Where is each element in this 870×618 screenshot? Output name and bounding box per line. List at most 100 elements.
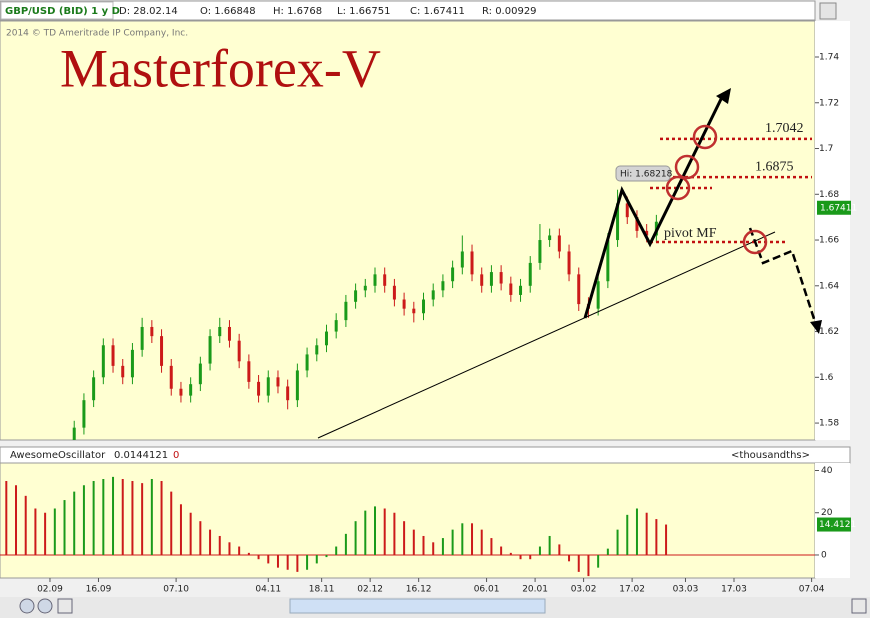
x-tick-label: 04.11 — [255, 585, 281, 595]
copyright: 2014 © TD Ameritrade IP Company, Inc. — [6, 29, 188, 39]
arrow-head — [716, 88, 731, 104]
scroll-end[interactable] — [851, 598, 867, 614]
candle-body — [266, 377, 270, 396]
candle-body — [72, 427, 76, 440]
forecast-arrow — [748, 227, 818, 326]
candle-body — [625, 203, 629, 218]
candle-body — [577, 274, 581, 305]
x-tick-label: 07.10 — [163, 585, 189, 595]
candle-body — [528, 262, 532, 286]
level-label: 1.7042 — [765, 121, 804, 136]
y-tick-label: 1.62 — [819, 327, 839, 337]
candle-body — [392, 285, 396, 300]
candle-body — [101, 345, 105, 378]
y-tick-label: 1.64 — [819, 281, 839, 291]
header-range: R: 0.00929 — [482, 6, 537, 17]
candle-body — [286, 386, 290, 401]
y-tick-label: 20 — [821, 508, 833, 518]
osc-value-label: 14.4121 — [819, 520, 856, 530]
candle-body — [441, 281, 445, 291]
last-price-box — [817, 200, 851, 215]
candle-body — [92, 377, 96, 401]
candle-body — [189, 384, 193, 396]
candle-body — [344, 301, 348, 321]
x-tick-label: 16.12 — [406, 585, 432, 595]
pan-tool[interactable] — [57, 598, 73, 614]
zoom-out[interactable] — [37, 598, 53, 614]
candle-body — [519, 285, 523, 295]
y-tick-label: 1.58 — [819, 419, 839, 429]
price-panel — [0, 20, 816, 441]
candle-body — [373, 274, 377, 286]
arrow-head — [810, 320, 822, 334]
pivot-label: pivot MF — [664, 226, 717, 241]
candle-body — [363, 285, 367, 291]
header-open: O: 1.66848 — [200, 6, 256, 17]
header-low: L: 1.66751 — [337, 6, 390, 17]
candle-body — [645, 230, 649, 236]
circle-marker — [665, 175, 691, 201]
x-tick-label: 18.11 — [309, 585, 335, 595]
candle-body — [227, 326, 231, 341]
candle-body — [499, 272, 503, 284]
candle-body — [179, 388, 183, 396]
header-cell — [0, 1, 114, 20]
candle-body — [412, 308, 416, 314]
candle-body — [402, 299, 406, 309]
osc-unit: <thousandths> — [731, 450, 810, 461]
level-label: 1.6875 — [755, 159, 794, 174]
candle-body — [354, 290, 358, 302]
candle-body — [548, 235, 552, 241]
y-tick-label: 1.66 — [819, 236, 839, 246]
trend-line — [317, 231, 776, 439]
x-tick-label: 02.09 — [37, 585, 63, 595]
candle-body — [169, 365, 173, 389]
circle-marker — [742, 229, 768, 255]
candle-body — [295, 370, 299, 401]
y-tick-label: 40 — [821, 466, 833, 476]
x-tick-label: 20.01 — [522, 585, 548, 595]
candle-body — [237, 340, 241, 362]
candle-body — [315, 345, 319, 355]
y-tick-label: 0 — [821, 550, 827, 560]
candles — [72, 189, 658, 440]
candle-body — [305, 354, 309, 371]
wave-arrow — [583, 92, 726, 319]
y-tick-label: 1.72 — [819, 98, 839, 108]
candle-body — [489, 272, 493, 286]
candle-body — [538, 240, 542, 263]
chart-title: Masterforex-V — [60, 38, 381, 98]
last-price-label: 1.67411 — [820, 203, 857, 213]
price-axis — [815, 21, 850, 440]
scrollbar[interactable] — [289, 598, 546, 614]
candle-body — [160, 336, 164, 366]
candle-body — [82, 400, 86, 428]
header-bar — [0, 0, 816, 21]
candle-body — [422, 299, 426, 314]
candle-body — [431, 290, 435, 300]
circle-marker — [692, 124, 718, 150]
osc-panel — [0, 462, 816, 579]
candle-body — [334, 320, 338, 332]
osc-value-box — [817, 517, 851, 532]
candle-body — [509, 283, 513, 295]
hi-label-box — [615, 165, 671, 182]
osc-flag: 0 — [173, 450, 179, 461]
hi-label: Hi: 1.68218 — [620, 170, 673, 180]
candle-body — [460, 251, 464, 268]
x-tick-label: 02.12 — [357, 585, 383, 595]
candle-body — [470, 251, 474, 275]
settings-button[interactable] — [819, 2, 837, 20]
candle-body — [130, 349, 134, 378]
zoom-in[interactable] — [19, 598, 35, 614]
candle-body — [596, 281, 600, 309]
symbol: GBP/USD (BID) 1 y D — [5, 6, 120, 17]
x-tick-label: 16.09 — [86, 585, 112, 595]
y-tick-label: 1.68 — [819, 190, 839, 200]
y-tick-label: 1.7 — [819, 144, 833, 154]
circle-marker — [674, 154, 700, 180]
y-tick-label: 1.74 — [819, 53, 839, 63]
candle-body — [276, 377, 280, 387]
candle-body — [480, 274, 484, 286]
